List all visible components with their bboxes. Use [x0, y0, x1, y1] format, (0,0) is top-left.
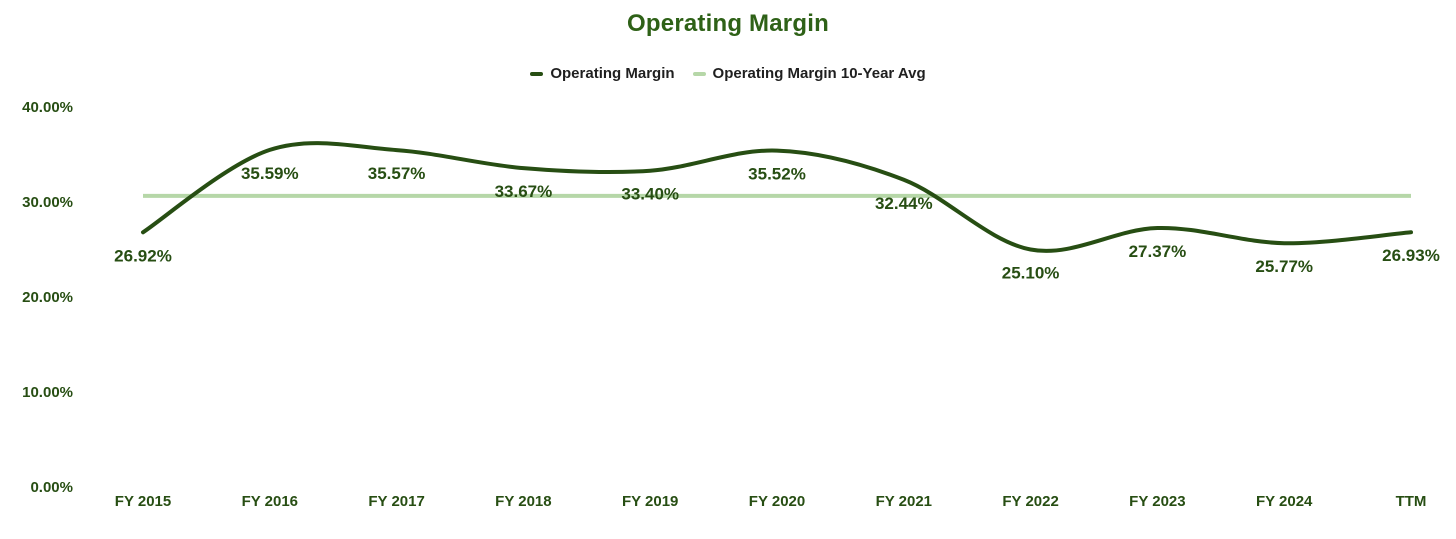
- data-label: 25.10%: [1002, 264, 1060, 283]
- data-label: 27.37%: [1129, 242, 1187, 261]
- data-label: 33.67%: [495, 182, 553, 201]
- x-axis-label: FY 2020: [748, 493, 806, 510]
- y-axis-tick: 20.00%: [22, 289, 73, 306]
- chart-title: Operating Margin: [627, 10, 829, 37]
- x-axis-label: FY 2017: [368, 493, 425, 510]
- operating-margin-line: [141, 141, 1413, 253]
- x-axis-label: FY 2019: [621, 493, 679, 510]
- x-axis-label: FY 2015: [114, 493, 172, 510]
- data-label: 35.52%: [748, 165, 806, 184]
- x-axis-label: FY 2016: [241, 493, 299, 510]
- y-axis-tick: 30.00%: [22, 194, 73, 211]
- x-axis-label: FY 2023: [1129, 493, 1186, 510]
- y-axis-tick: 40.00%: [22, 99, 73, 116]
- data-label: 35.57%: [368, 164, 426, 183]
- data-label: 26.92%: [114, 246, 172, 265]
- legend-label-operating-margin: Operating Margin: [550, 65, 675, 82]
- x-axis-label: TTM: [1395, 493, 1427, 510]
- legend-label-10-year-avg: Operating Margin 10-Year Avg: [712, 65, 926, 82]
- x-axis-label: FY 2018: [495, 493, 552, 510]
- legend: Operating Margin Operating Margin 10-Yea…: [0, 65, 1456, 82]
- data-label: 25.77%: [1255, 257, 1313, 276]
- x-axis-label: FY 2024: [1255, 493, 1313, 510]
- legend-marker-10-year-avg: [692, 71, 706, 76]
- data-label: 33.40%: [621, 185, 679, 204]
- data-label: 32.44%: [875, 194, 933, 213]
- y-axis-tick: 10.00%: [22, 384, 73, 401]
- x-axis-label: FY 2022: [1002, 493, 1059, 510]
- x-axis-label: FY 2021: [875, 493, 933, 510]
- legend-item-10-year-avg: Operating Margin 10-Year Avg: [692, 65, 926, 82]
- y-axis-tick: 0.00%: [30, 479, 73, 496]
- legend-marker-operating-margin: [530, 71, 544, 76]
- data-label: 26.93%: [1382, 246, 1440, 265]
- legend-item-operating-margin: Operating Margin: [530, 65, 675, 82]
- data-label: 35.59%: [241, 164, 299, 183]
